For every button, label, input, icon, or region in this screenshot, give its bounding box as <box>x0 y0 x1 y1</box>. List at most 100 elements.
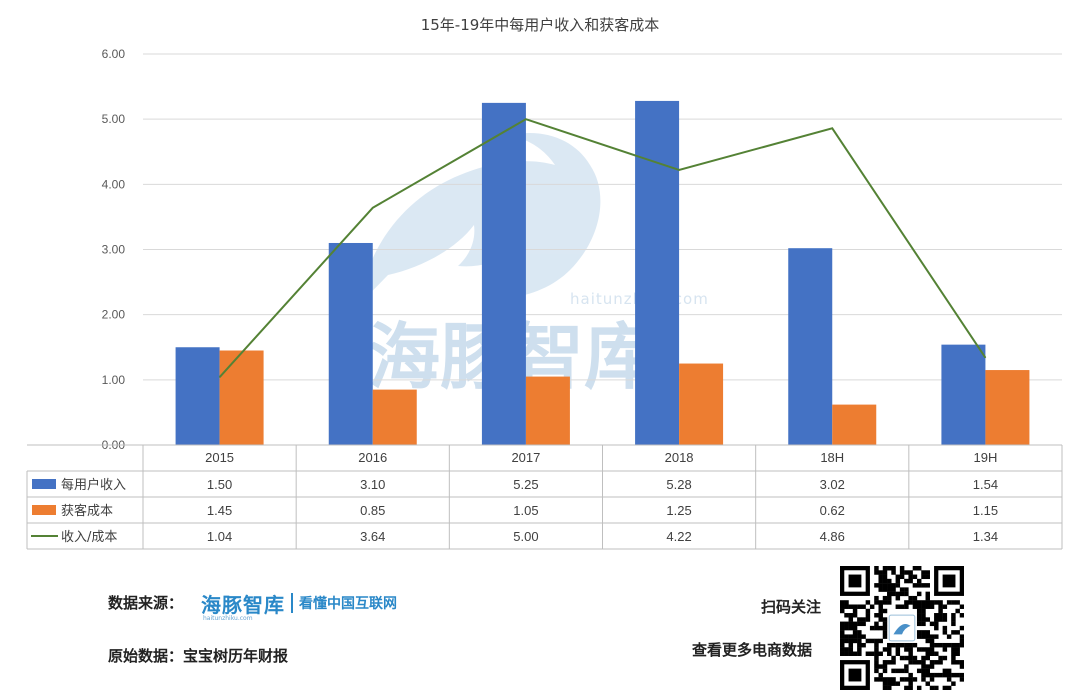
qr-module <box>848 625 854 631</box>
qr-module <box>887 583 892 588</box>
qr-module <box>929 647 935 652</box>
brand-logo[interactable]: 海豚智库 看懂中国互联网 <box>201 588 397 618</box>
line-ratio <box>218 118 987 378</box>
table-cell: 0.62 <box>820 503 845 518</box>
qr-module <box>942 630 948 635</box>
qr-module <box>912 595 918 601</box>
qr-module <box>951 630 956 635</box>
qr-module <box>921 672 926 678</box>
qr-module <box>887 642 892 648</box>
qr-module <box>848 617 854 622</box>
line-point <box>831 127 833 129</box>
qr-module <box>959 625 964 631</box>
qr-module <box>921 634 926 639</box>
qr-module <box>916 578 922 584</box>
qr-module <box>840 625 845 631</box>
qr-module <box>878 570 883 575</box>
qr-module <box>861 634 866 639</box>
qr-module <box>942 668 948 674</box>
qr-module <box>874 651 879 656</box>
qr-module <box>908 685 913 690</box>
bar-cost <box>832 404 877 445</box>
qr-module <box>852 604 858 609</box>
qr-module <box>899 677 905 682</box>
data-table: 2015 2016 2017 2018 18H 19H 每用户收入 1.50 3.10 5.25 5… <box>26 444 1063 550</box>
qr-module <box>878 574 883 580</box>
qr-module <box>938 608 943 614</box>
qr-module <box>912 655 918 661</box>
legend-label: 每用户收入 <box>61 477 126 493</box>
qr-module <box>895 574 901 580</box>
qr-module <box>904 677 909 682</box>
qr-module <box>921 617 926 622</box>
qr-module <box>942 625 948 631</box>
qr-module <box>921 664 926 669</box>
qr-module <box>934 651 939 656</box>
table-cell: 5.25 <box>513 477 538 492</box>
source-label: 数据来源： <box>108 594 184 612</box>
qr-module <box>921 655 926 661</box>
qr-module <box>929 621 935 627</box>
qr-finder <box>848 668 862 682</box>
qr-module <box>895 647 901 652</box>
qr-module <box>882 595 888 601</box>
qr-module <box>955 608 960 614</box>
qr-module <box>865 613 871 618</box>
y-tick-label: 3.00 <box>102 243 126 257</box>
qr-code-icon[interactable] <box>840 566 964 690</box>
qr-module <box>887 578 892 584</box>
qr-module <box>874 642 879 648</box>
qr-module <box>840 604 845 609</box>
table-cell: 1.25 <box>666 503 691 518</box>
qr-module <box>951 647 956 652</box>
qr-module <box>887 685 892 690</box>
qr-module <box>895 651 901 656</box>
qr-module <box>874 638 879 644</box>
qr-module <box>844 604 849 609</box>
qr-module <box>925 604 930 609</box>
qr-module <box>951 681 956 686</box>
x-tick-label: 2018 <box>665 450 694 465</box>
x-tick-label: 2016 <box>358 450 387 465</box>
qr-module <box>895 681 901 686</box>
qr-module <box>959 664 964 669</box>
qr-module <box>844 621 849 627</box>
qr-module <box>916 647 922 652</box>
qr-module <box>904 600 909 605</box>
qr-module <box>882 608 888 614</box>
qr-module <box>887 566 892 571</box>
qr-module <box>912 583 918 588</box>
qr-module <box>882 647 888 652</box>
qr-module <box>916 566 922 571</box>
qr-module <box>852 638 858 644</box>
qr-module <box>942 642 948 648</box>
line-point <box>678 169 680 171</box>
line-point <box>372 207 374 209</box>
qr-finder <box>942 574 956 588</box>
qr-module <box>929 664 935 669</box>
qr-module <box>899 570 905 575</box>
qr-module <box>916 591 922 597</box>
y-tick-label: 2.00 <box>102 308 126 322</box>
qr-module <box>878 578 883 584</box>
bar-revenue <box>481 102 526 445</box>
qr-module <box>929 604 935 609</box>
qr-module <box>908 655 913 661</box>
qr-module <box>955 651 960 656</box>
qr-module <box>899 642 905 648</box>
bar-cost <box>219 350 264 445</box>
qr-module <box>899 587 905 592</box>
qr-module <box>912 574 918 580</box>
qr-module <box>912 642 918 648</box>
qr-module <box>899 655 905 661</box>
qr-module <box>861 604 866 609</box>
qr-module <box>904 664 909 669</box>
qr-module <box>874 647 879 652</box>
qr-module <box>857 621 862 627</box>
qr-module <box>840 608 845 614</box>
qr-module <box>904 578 909 584</box>
qr-module <box>840 634 845 639</box>
qr-module <box>878 608 883 614</box>
y-tick-label: 5.00 <box>102 112 126 126</box>
qr-module <box>878 613 883 618</box>
